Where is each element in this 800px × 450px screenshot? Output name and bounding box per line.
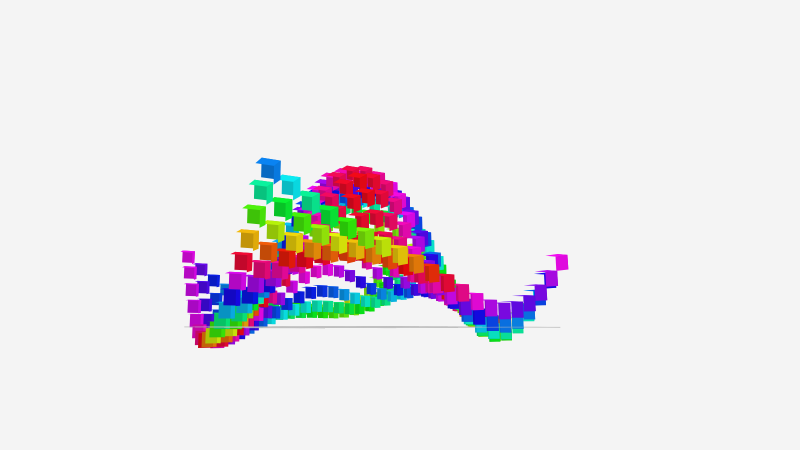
plot-canvas-3d-scatter[interactable] [0, 0, 800, 450]
figure-3d-voxel-plot [0, 0, 800, 450]
